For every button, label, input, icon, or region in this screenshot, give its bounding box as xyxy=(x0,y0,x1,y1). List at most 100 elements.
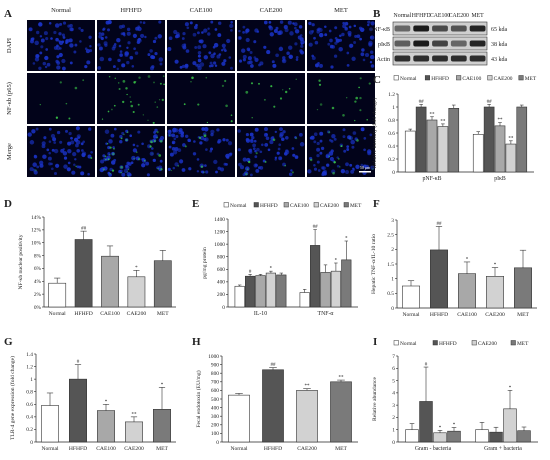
nucleus-dot xyxy=(229,23,234,29)
significance-mark: * xyxy=(439,426,442,431)
nucleus-dot xyxy=(316,160,320,164)
micrograph-cell: 50 μm xyxy=(307,126,375,177)
nucleus-dot xyxy=(341,32,345,37)
nucleus-dot xyxy=(253,139,257,143)
nucleus-dot xyxy=(53,171,58,176)
x-tick-label: HFHFD xyxy=(74,311,92,317)
nucleus-dot xyxy=(253,40,257,44)
nucleus-dot xyxy=(184,22,189,27)
nucleus-dot xyxy=(257,166,261,170)
y-axis-label: NF-κb nuclear positivity xyxy=(18,234,24,289)
nucleus-dot xyxy=(222,138,226,142)
nucleus-dot xyxy=(56,130,61,135)
nucleus-dot xyxy=(40,45,44,49)
bar xyxy=(245,275,256,308)
nucleus-dot xyxy=(205,148,208,151)
x-tick-label: CAE100 xyxy=(100,311,120,317)
bar xyxy=(310,245,321,308)
nucleus-dot xyxy=(339,34,342,38)
nucleus-dot xyxy=(58,40,64,46)
nucleus-dot xyxy=(141,142,144,146)
nucleus-dot xyxy=(167,167,171,171)
signal-dot xyxy=(137,103,140,106)
nucleus-dot xyxy=(56,65,61,70)
nucleus-dot xyxy=(130,161,134,165)
nucleus-dot xyxy=(68,131,72,136)
signal-dot xyxy=(273,105,276,108)
legend-label: MET xyxy=(517,341,529,347)
nucleus-dot xyxy=(159,62,163,66)
nucleus-dot xyxy=(354,34,358,38)
nucleus-dot xyxy=(136,144,139,148)
nucleus-dot xyxy=(279,132,284,137)
signal-dot xyxy=(191,76,194,80)
legend-swatch xyxy=(393,340,399,346)
nucleus-dot xyxy=(180,133,184,138)
nucleus-dot xyxy=(87,172,90,176)
signal-dot xyxy=(142,114,144,116)
nucleus-dot xyxy=(154,36,158,40)
nucleus-dot xyxy=(43,31,48,36)
nucleus-dot xyxy=(200,170,204,174)
nucleus-dot xyxy=(100,32,105,36)
signal-dot xyxy=(120,137,123,140)
nucleus-dot xyxy=(331,134,336,139)
nucleus-dot xyxy=(68,38,73,43)
bar xyxy=(127,276,146,308)
y-axis-label: Hepatic TNF-α/IL-10 ratio xyxy=(371,234,377,294)
nucleus-dot xyxy=(132,143,136,147)
nucleus-dot xyxy=(346,145,350,148)
x-tick-label: Gram + bacteria xyxy=(484,446,522,452)
x-tick-label: MET xyxy=(157,311,169,317)
micrograph-background xyxy=(237,73,305,124)
nucleus-dot xyxy=(259,150,263,154)
signal-dot xyxy=(359,109,362,112)
nucleus-dot xyxy=(179,65,183,69)
panel-letter-b: B xyxy=(373,8,381,20)
micrograph-column-label: Normal xyxy=(51,7,71,14)
nucleus-dot xyxy=(113,127,117,131)
nucleus-dot xyxy=(369,36,373,39)
nucleus-dot xyxy=(273,29,278,33)
signal-dot xyxy=(198,136,202,140)
nucleus-dot xyxy=(119,134,123,139)
blot-band xyxy=(394,55,411,62)
bar xyxy=(415,106,427,173)
nucleus-dot xyxy=(159,159,163,163)
blot-band xyxy=(413,40,430,47)
nucleus-dot xyxy=(361,48,365,52)
significance-mark: ** xyxy=(498,118,504,123)
y-tick-label: 0.8 xyxy=(26,390,33,396)
micrograph-cell xyxy=(237,126,305,177)
y-axis-label: Relative intensity (fold change) xyxy=(371,98,378,169)
nucleus-dot xyxy=(288,55,292,58)
nucleus-dot xyxy=(53,30,57,35)
nucleus-dot xyxy=(192,152,197,156)
nucleus-dot xyxy=(349,163,353,167)
nucleus-dot xyxy=(274,130,277,134)
significance-mark: ## xyxy=(487,100,493,105)
panel-letter-g: G xyxy=(4,336,13,348)
nucleus-dot xyxy=(55,37,59,42)
legend-label: MET xyxy=(350,203,362,209)
micrograph-row-label: DAPI xyxy=(6,38,13,53)
nucleus-dot xyxy=(42,61,47,66)
nucleus-dot xyxy=(62,36,66,39)
nucleus-dot xyxy=(210,147,213,151)
nucleus-dot xyxy=(27,132,32,137)
nucleus-dot xyxy=(346,51,350,55)
nucleus-dot xyxy=(34,40,39,46)
nucleus-dot xyxy=(39,35,43,38)
signal-dot xyxy=(157,167,160,170)
nucleus-dot xyxy=(360,127,365,132)
nucleus-dot xyxy=(367,149,372,154)
nucleus-dot xyxy=(346,64,350,67)
nucleus-dot xyxy=(48,127,52,131)
bar xyxy=(448,108,460,173)
nucleus-dot xyxy=(345,170,349,174)
nucleus-dot xyxy=(41,141,46,146)
bar xyxy=(486,276,504,309)
bar xyxy=(430,249,448,309)
nucleus-dot xyxy=(63,164,68,169)
nucleus-dot xyxy=(343,149,347,153)
